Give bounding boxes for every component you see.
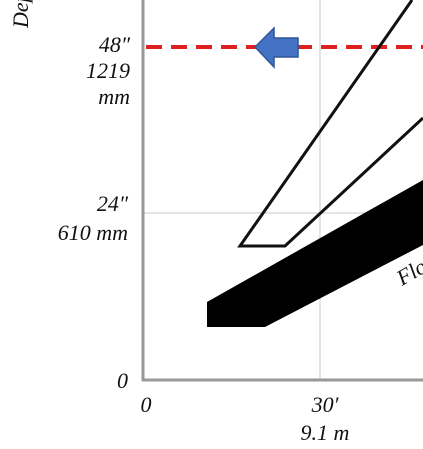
x-tick-label: 30′ bbox=[311, 392, 340, 417]
x-tick-label: 9.1 m bbox=[301, 420, 350, 445]
outline-band bbox=[237, 0, 423, 248]
y-tick-label: 1219 bbox=[86, 58, 130, 83]
y-tick-label: mm bbox=[98, 84, 130, 109]
arrow bbox=[253, 26, 299, 69]
y-tick-label: 610 mm bbox=[58, 220, 128, 245]
y-tick-label: 48″ bbox=[99, 32, 131, 57]
y-tick-label: 24″ bbox=[97, 191, 129, 216]
filled-band bbox=[207, 180, 423, 327]
y-axis-label: Dept bbox=[8, 0, 33, 29]
y-tick-label: 0 bbox=[117, 368, 128, 393]
x-tick-label: 0 bbox=[141, 392, 152, 417]
